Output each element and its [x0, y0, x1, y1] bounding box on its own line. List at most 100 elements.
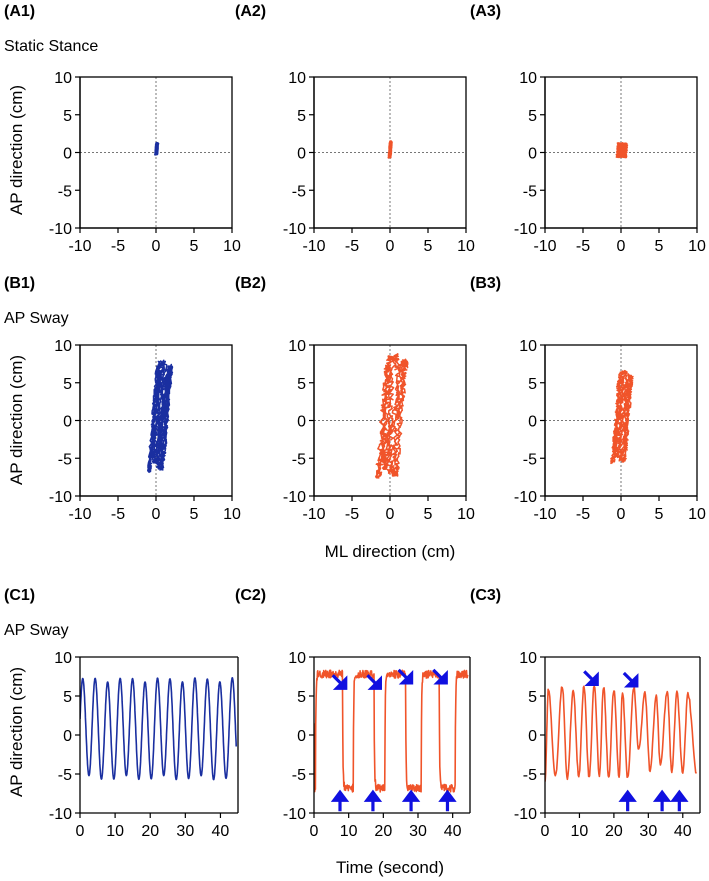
y-tick-label-a1: -10 — [49, 221, 72, 238]
y-tick-label-b3: -5 — [523, 451, 537, 468]
x-tick-label-a2: -5 — [345, 238, 359, 255]
y-tick-label-b1: 10 — [54, 338, 72, 355]
x-tick-label-a1: 10 — [223, 238, 241, 255]
x-tick-label-c2: 10 — [340, 823, 358, 840]
x-tick-label-b3: 5 — [655, 506, 664, 523]
series-line-c2 — [314, 669, 469, 793]
x-tick-label-c1: 10 — [106, 823, 124, 840]
y-tick-label-c2: -10 — [283, 806, 306, 823]
panel-label-b1: (B1) — [4, 275, 35, 292]
panel-label-b2: (B2) — [235, 275, 266, 292]
x-tick-label-b1: 0 — [152, 506, 161, 523]
y-tick-label-a3: 0 — [528, 146, 537, 163]
chart-c3: -10 -5 0 5 10 0 10 20 30 40 — [514, 650, 701, 840]
y-tick-label-b1: 0 — [63, 414, 72, 431]
y-tick-label-b2: 10 — [288, 338, 306, 355]
y-tick-label-b3: 10 — [519, 338, 537, 355]
x-tick-label-c2: 20 — [374, 823, 392, 840]
y-tick-label-a3: -10 — [514, 221, 537, 238]
arrow-up-c2-0 — [330, 789, 350, 812]
y-tick-label-a2: 0 — [297, 146, 306, 163]
arrow-down-c2-0 — [331, 674, 348, 690]
arrow-down-c2-1 — [366, 674, 382, 690]
y-tick-label-b1: -5 — [58, 451, 72, 468]
arrow-up-c3-0 — [618, 789, 637, 812]
panel-label-c1: (C1) — [4, 587, 35, 604]
y-tick-label-b1: -10 — [49, 489, 72, 506]
x-tick-label-c2: 0 — [310, 823, 319, 840]
series-line-a1 — [154, 141, 160, 156]
x-tick-label-c1: 20 — [141, 823, 159, 840]
ylabel-row-c: AP direction (cm) — [7, 667, 26, 797]
x-tick-label-a2: 5 — [424, 238, 433, 255]
y-tick-label-c3: 5 — [528, 689, 537, 706]
chart-b1: -10 -5 0 5 10 -10 -5 0 5 10 — [49, 338, 241, 523]
y-tick-label-a2: -10 — [283, 221, 306, 238]
y-tick-label-c3: 0 — [528, 728, 537, 745]
y-tick-label-a1: -5 — [58, 183, 72, 200]
x-tick-label-b2: 0 — [386, 506, 395, 523]
chart-a3: -10 -5 0 5 10 -10 -5 0 5 10 — [514, 70, 706, 255]
y-tick-label-a2: 5 — [297, 108, 306, 125]
y-tick-label-b1: 5 — [63, 376, 72, 393]
series-line-c1 — [80, 677, 237, 781]
chart-b3: -10 -5 0 5 10 -10 -5 0 5 10 — [514, 338, 706, 523]
x-tick-label-b2: 10 — [457, 506, 475, 523]
x-tick-label-c1: 40 — [212, 823, 230, 840]
x-tick-label-c3: 0 — [541, 823, 550, 840]
x-tick-label-c3: 20 — [605, 823, 623, 840]
panel-label-c2: (C2) — [235, 587, 266, 604]
y-tick-label-c1: -10 — [49, 806, 72, 823]
y-tick-label-c3: 10 — [519, 650, 537, 667]
x-tick-label-b1: 5 — [190, 506, 199, 523]
y-tick-label-c1: 10 — [54, 650, 72, 667]
x-tick-label-c1: 30 — [176, 823, 194, 840]
x-tick-label-a3: 5 — [655, 238, 664, 255]
y-tick-label-c2: 0 — [297, 728, 306, 745]
x-tick-label-c1: 0 — [76, 823, 85, 840]
series-line-a2 — [387, 140, 393, 159]
x-tick-label-b3: -10 — [533, 506, 556, 523]
arrow-up-c3-2 — [670, 789, 689, 812]
series-line-b1 — [147, 359, 174, 474]
x-tick-label-a2: 0 — [386, 238, 395, 255]
y-tick-label-c3: -10 — [514, 806, 537, 823]
y-tick-label-a3: 5 — [528, 108, 537, 125]
y-tick-label-c1: -5 — [58, 767, 72, 784]
ylabel-row-a: AP direction (cm) — [7, 85, 26, 215]
chart-a2: -10 -5 0 5 10 -10 -5 0 5 10 — [283, 70, 475, 255]
x-tick-label-b2: 5 — [424, 506, 433, 523]
panel-label-a2: (A2) — [235, 3, 266, 20]
y-tick-label-a2: -5 — [292, 183, 306, 200]
y-tick-label-c2: 5 — [297, 689, 306, 706]
y-tick-label-c1: 0 — [63, 728, 72, 745]
y-tick-label-b2: -10 — [283, 489, 306, 506]
y-tick-label-c2: -5 — [292, 767, 306, 784]
x-tick-label-c3: 10 — [571, 823, 589, 840]
y-tick-label-a1: 5 — [63, 108, 72, 125]
arrow-down-c3-1 — [622, 671, 639, 688]
y-tick-label-a3: -5 — [523, 183, 537, 200]
panel-label-a1: (A1) — [4, 3, 35, 20]
arrow-down-c2-2 — [397, 668, 414, 685]
chart-b2: -10 -5 0 5 10 -10 -5 0 5 10 — [283, 338, 475, 523]
xlabel-time: Time (second) — [336, 858, 444, 877]
arrow-down-c3-0 — [583, 670, 599, 686]
x-tick-label-b2: -10 — [302, 506, 325, 523]
x-tick-label-b1: -10 — [68, 506, 91, 523]
series-line-c3 — [545, 685, 697, 782]
chart-c2: -10 -5 0 5 10 0 10 20 30 40 — [283, 650, 471, 840]
x-tick-label-a1: 5 — [190, 238, 199, 255]
panel-label-c3: (C3) — [470, 587, 501, 604]
x-tick-label-a1: -5 — [111, 238, 125, 255]
row-title-static-stance: Static Stance — [4, 38, 98, 55]
ylabel-row-b: AP direction (cm) — [7, 355, 26, 485]
x-tick-label-c3: 40 — [674, 823, 692, 840]
x-tick-label-a3: -10 — [533, 238, 556, 255]
arrow-up-c2-2 — [401, 789, 421, 812]
x-tick-label-b2: -5 — [345, 506, 359, 523]
x-tick-label-b3: 0 — [617, 506, 626, 523]
y-tick-label-b2: 5 — [297, 376, 306, 393]
